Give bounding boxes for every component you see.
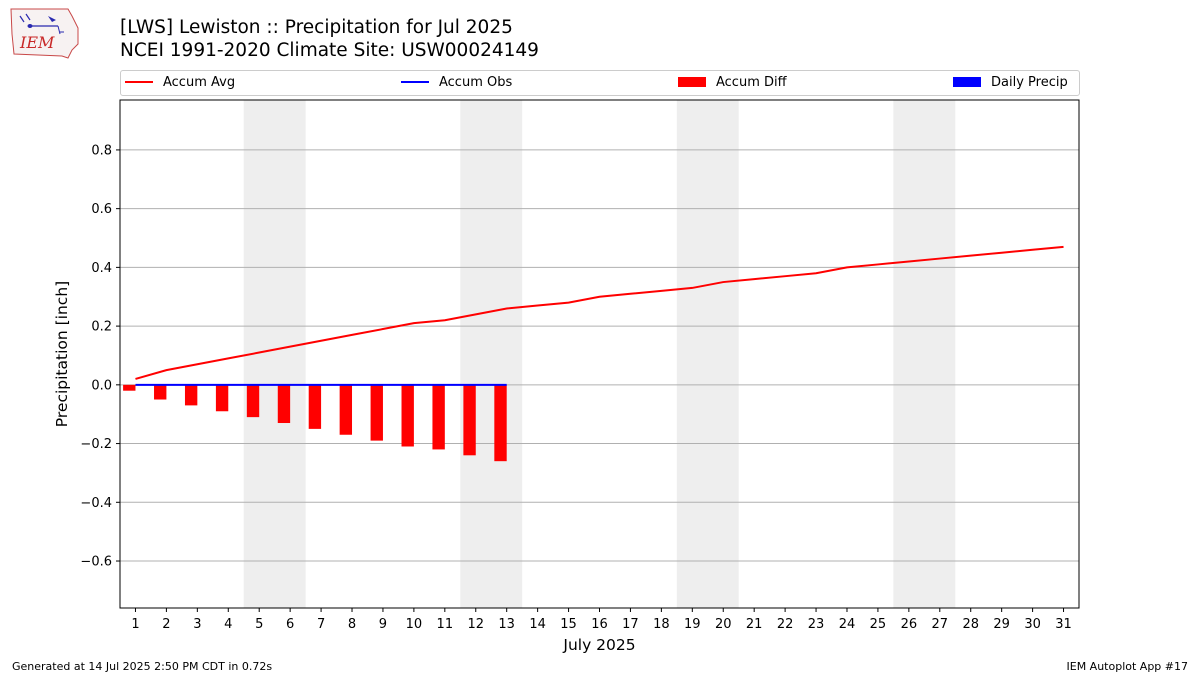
x-tick-label: 7 [317, 617, 325, 632]
x-axis-label: July 2025 [562, 636, 635, 654]
legend-item-daily-precip: Daily Precip [953, 74, 1068, 91]
x-tick-label: 10 [406, 617, 423, 632]
accum-avg-line [135, 245, 1064, 380]
y-tick-label: 0.2 [91, 320, 112, 335]
y-tick-label: 0.4 [91, 261, 112, 276]
y-tick-label: −0.6 [80, 555, 112, 570]
x-tick-label: 22 [777, 617, 794, 632]
x-tick-label: 30 [1024, 617, 1041, 632]
chart-title: [LWS] Lewiston :: Precipitation for Jul … [120, 17, 513, 38]
plot-frame [119, 99, 1080, 609]
x-tick-label: 31 [1055, 617, 1072, 632]
legend-swatch-daily-precip [953, 76, 981, 87]
chart-subtitle: NCEI 1991-2020 Climate Site: USW00024149 [120, 40, 539, 61]
x-tick-label: 20 [715, 617, 732, 632]
autoplot-app-label: IEM Autoplot App #17 [1066, 660, 1189, 673]
y-tick-label: 0.6 [91, 202, 112, 217]
x-tick-label: 9 [379, 617, 387, 632]
x-tick-label: 29 [993, 617, 1010, 632]
weekend-shade-2 [676, 100, 739, 608]
x-tick-label: 17 [622, 617, 639, 632]
x-tick-label: 4 [224, 617, 232, 632]
accum-diff-bar [154, 384, 167, 400]
accum-diff-bar [308, 384, 322, 429]
legend-swatch-accum-avg [125, 80, 153, 83]
iem-logo: IEM [10, 8, 79, 59]
legend-item-accum-diff: Accum Diff [678, 74, 787, 91]
x-tick-label: 11 [437, 617, 454, 632]
weekend-shade-1 [460, 100, 523, 608]
legend-item-accum-obs: Accum Obs [401, 74, 512, 91]
accum-diff-bar [246, 384, 260, 418]
accum-diff-bar [432, 384, 445, 450]
legend-label-accum-avg: Accum Avg [163, 75, 236, 90]
accum-diff-bar [339, 384, 353, 435]
weekend-shade-3 [893, 100, 956, 608]
legend-label-daily-precip: Daily Precip [991, 75, 1068, 90]
x-tick-label: 15 [560, 617, 577, 632]
y-tick-label: −0.2 [80, 437, 112, 452]
legend-label-accum-obs: Accum Obs [439, 75, 513, 90]
x-tick-label: 12 [467, 617, 484, 632]
accum-diff-bar [370, 384, 383, 441]
x-tick-label: 2 [162, 617, 170, 632]
y-tick-label: 0.0 [91, 378, 112, 393]
legend-label-accum-diff: Accum Diff [716, 75, 787, 90]
accum-diff-bar [215, 384, 229, 412]
y-tick-label: 0.8 [91, 143, 112, 158]
x-tick-label: 24 [839, 617, 856, 632]
x-tick-label: 25 [870, 617, 887, 632]
x-tick-label: 23 [808, 617, 825, 632]
x-tick-label: 14 [529, 617, 546, 632]
x-tick-label: 27 [932, 617, 949, 632]
x-tick-label: 18 [653, 617, 670, 632]
chart-legend: Accum Avg Accum Obs Accum Diff Daily Pre… [120, 70, 1080, 96]
accum-diff-bar [184, 384, 198, 406]
legend-swatch-accum-obs [401, 80, 429, 83]
x-tick-label: 16 [591, 617, 608, 632]
accum-diff-bar [123, 384, 136, 391]
y-axis-label: Precipitation [inch] [53, 281, 71, 427]
x-tick-label: 26 [901, 617, 918, 632]
x-tick-label: 6 [286, 617, 294, 632]
legend-swatch-accum-diff [678, 76, 706, 87]
x-tick-label: 19 [684, 617, 701, 632]
x-tick-label: 28 [962, 617, 979, 632]
accum-diff-bar [277, 384, 291, 424]
x-tick-label: 3 [193, 617, 201, 632]
accum-diff-bar [494, 384, 507, 462]
legend-item-accum-avg: Accum Avg [125, 74, 235, 91]
accum-diff-bar [463, 384, 476, 456]
logo-text: IEM [19, 33, 55, 52]
y-tick-label: −0.4 [80, 496, 112, 511]
x-tick-label: 13 [498, 617, 515, 632]
x-tick-label: 1 [131, 617, 139, 632]
x-tick-label: 21 [746, 617, 763, 632]
generated-note: Generated at 14 Jul 2025 2:50 PM CDT in … [12, 660, 273, 673]
accum-diff-bar [401, 384, 414, 447]
x-tick-label: 5 [255, 617, 263, 632]
x-tick-label: 8 [348, 617, 356, 632]
